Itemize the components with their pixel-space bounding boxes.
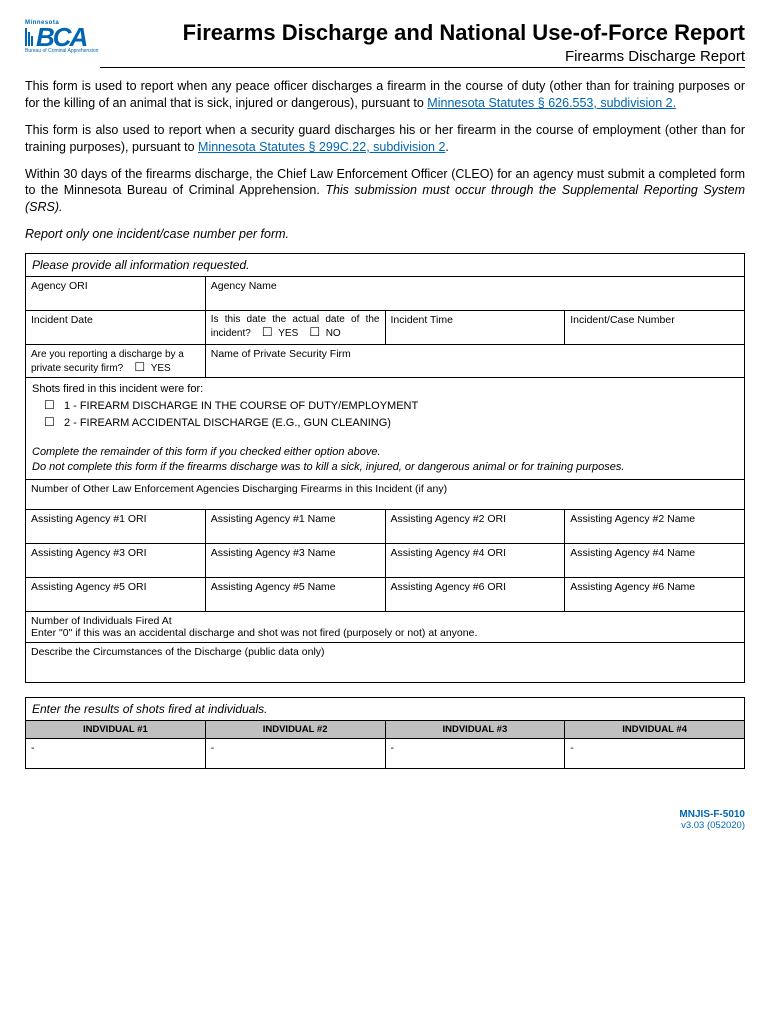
field-agency-name[interactable]: Agency Name (205, 277, 744, 311)
col-individual-4: INDVIDUAL #4 (565, 721, 745, 739)
page-footer: MNJIS-F-5010 v3.03 (052020) (25, 809, 745, 831)
form-code: MNJIS-F-5010 (25, 809, 745, 820)
field-aa5-name[interactable]: Assisting Agency #5 Name (205, 578, 385, 612)
cell-ind4[interactable]: - (565, 739, 745, 769)
cell-ind1[interactable]: - (26, 739, 206, 769)
form-version: v3.03 (052020) (25, 820, 745, 831)
field-aa1-ori[interactable]: Assisting Agency #1 ORI (26, 510, 206, 544)
intro-paragraph-1: This form is used to report when any pea… (25, 78, 745, 112)
field-aa5-ori[interactable]: Assisting Agency #5 ORI (26, 578, 206, 612)
section-header-1: Please provide all information requested… (26, 254, 745, 277)
col-individual-3: INDVIDUAL #3 (385, 721, 565, 739)
intro-paragraph-3: Within 30 days of the firearms discharge… (25, 166, 745, 217)
field-aa3-name[interactable]: Assisting Agency #3 Name (205, 544, 385, 578)
cell-ind3[interactable]: - (385, 739, 565, 769)
title-main: Firearms Discharge and National Use-of-F… (100, 20, 745, 46)
shots-fired-block: Shots fired in this incident were for: ☐… (26, 378, 745, 480)
cell-ind2[interactable]: - (205, 739, 385, 769)
field-aa4-name[interactable]: Assisting Agency #4 Name (565, 544, 745, 578)
results-table: Enter the results of shots fired at indi… (25, 697, 745, 769)
field-aa1-name[interactable]: Assisting Agency #1 Name (205, 510, 385, 544)
statute-link-2[interactable]: Minnesota Statutes § 299C.22, subdivisio… (198, 140, 445, 154)
page-header: Minnesota BCA Bureau of Criminal Apprehe… (25, 20, 745, 68)
field-incident-case[interactable]: Incident/Case Number (565, 311, 745, 345)
field-num-other-agencies[interactable]: Number of Other Law Enforcement Agencies… (26, 480, 745, 510)
field-aa4-ori[interactable]: Assisting Agency #4 ORI (385, 544, 565, 578)
bca-logo: Minnesota BCA Bureau of Criminal Apprehe… (25, 20, 100, 54)
field-aa6-name[interactable]: Assisting Agency #6 Name (565, 578, 745, 612)
field-aa6-ori[interactable]: Assisting Agency #6 ORI (385, 578, 565, 612)
statute-link-1[interactable]: Minnesota Statutes § 626.553, subdivisio… (427, 96, 676, 110)
intro-paragraph-2: This form is also used to report when a … (25, 122, 745, 156)
field-incident-time[interactable]: Incident Time (385, 311, 565, 345)
main-form-table: Please provide all information requested… (25, 253, 745, 683)
logo-main-text: BCA (25, 26, 100, 48)
field-num-fired-at[interactable]: Number of Individuals Fired At Enter "0"… (26, 612, 745, 643)
field-aa2-name[interactable]: Assisting Agency #2 Name (565, 510, 745, 544)
field-aa2-ori[interactable]: Assisting Agency #2 ORI (385, 510, 565, 544)
col-individual-1: INDVIDUAL #1 (26, 721, 206, 739)
field-incident-date[interactable]: Incident Date (26, 311, 206, 345)
field-agency-ori[interactable]: Agency ORI (26, 277, 206, 311)
title-sub: Firearms Discharge Report (100, 48, 745, 68)
field-private-firm-q[interactable]: Are you reporting a discharge by a priva… (26, 345, 206, 378)
field-describe[interactable]: Describe the Circumstances of the Discha… (26, 643, 745, 683)
field-aa3-ori[interactable]: Assisting Agency #3 ORI (26, 544, 206, 578)
title-block: Firearms Discharge and National Use-of-F… (100, 20, 745, 68)
field-actual-date[interactable]: Is this date the actual date of the inci… (205, 311, 385, 345)
field-private-firm-name[interactable]: Name of Private Security Firm (205, 345, 744, 378)
col-individual-2: INDVIDUAL #2 (205, 721, 385, 739)
results-header: Enter the results of shots fired at indi… (26, 698, 745, 721)
intro-paragraph-4: Report only one incident/case number per… (25, 226, 745, 243)
